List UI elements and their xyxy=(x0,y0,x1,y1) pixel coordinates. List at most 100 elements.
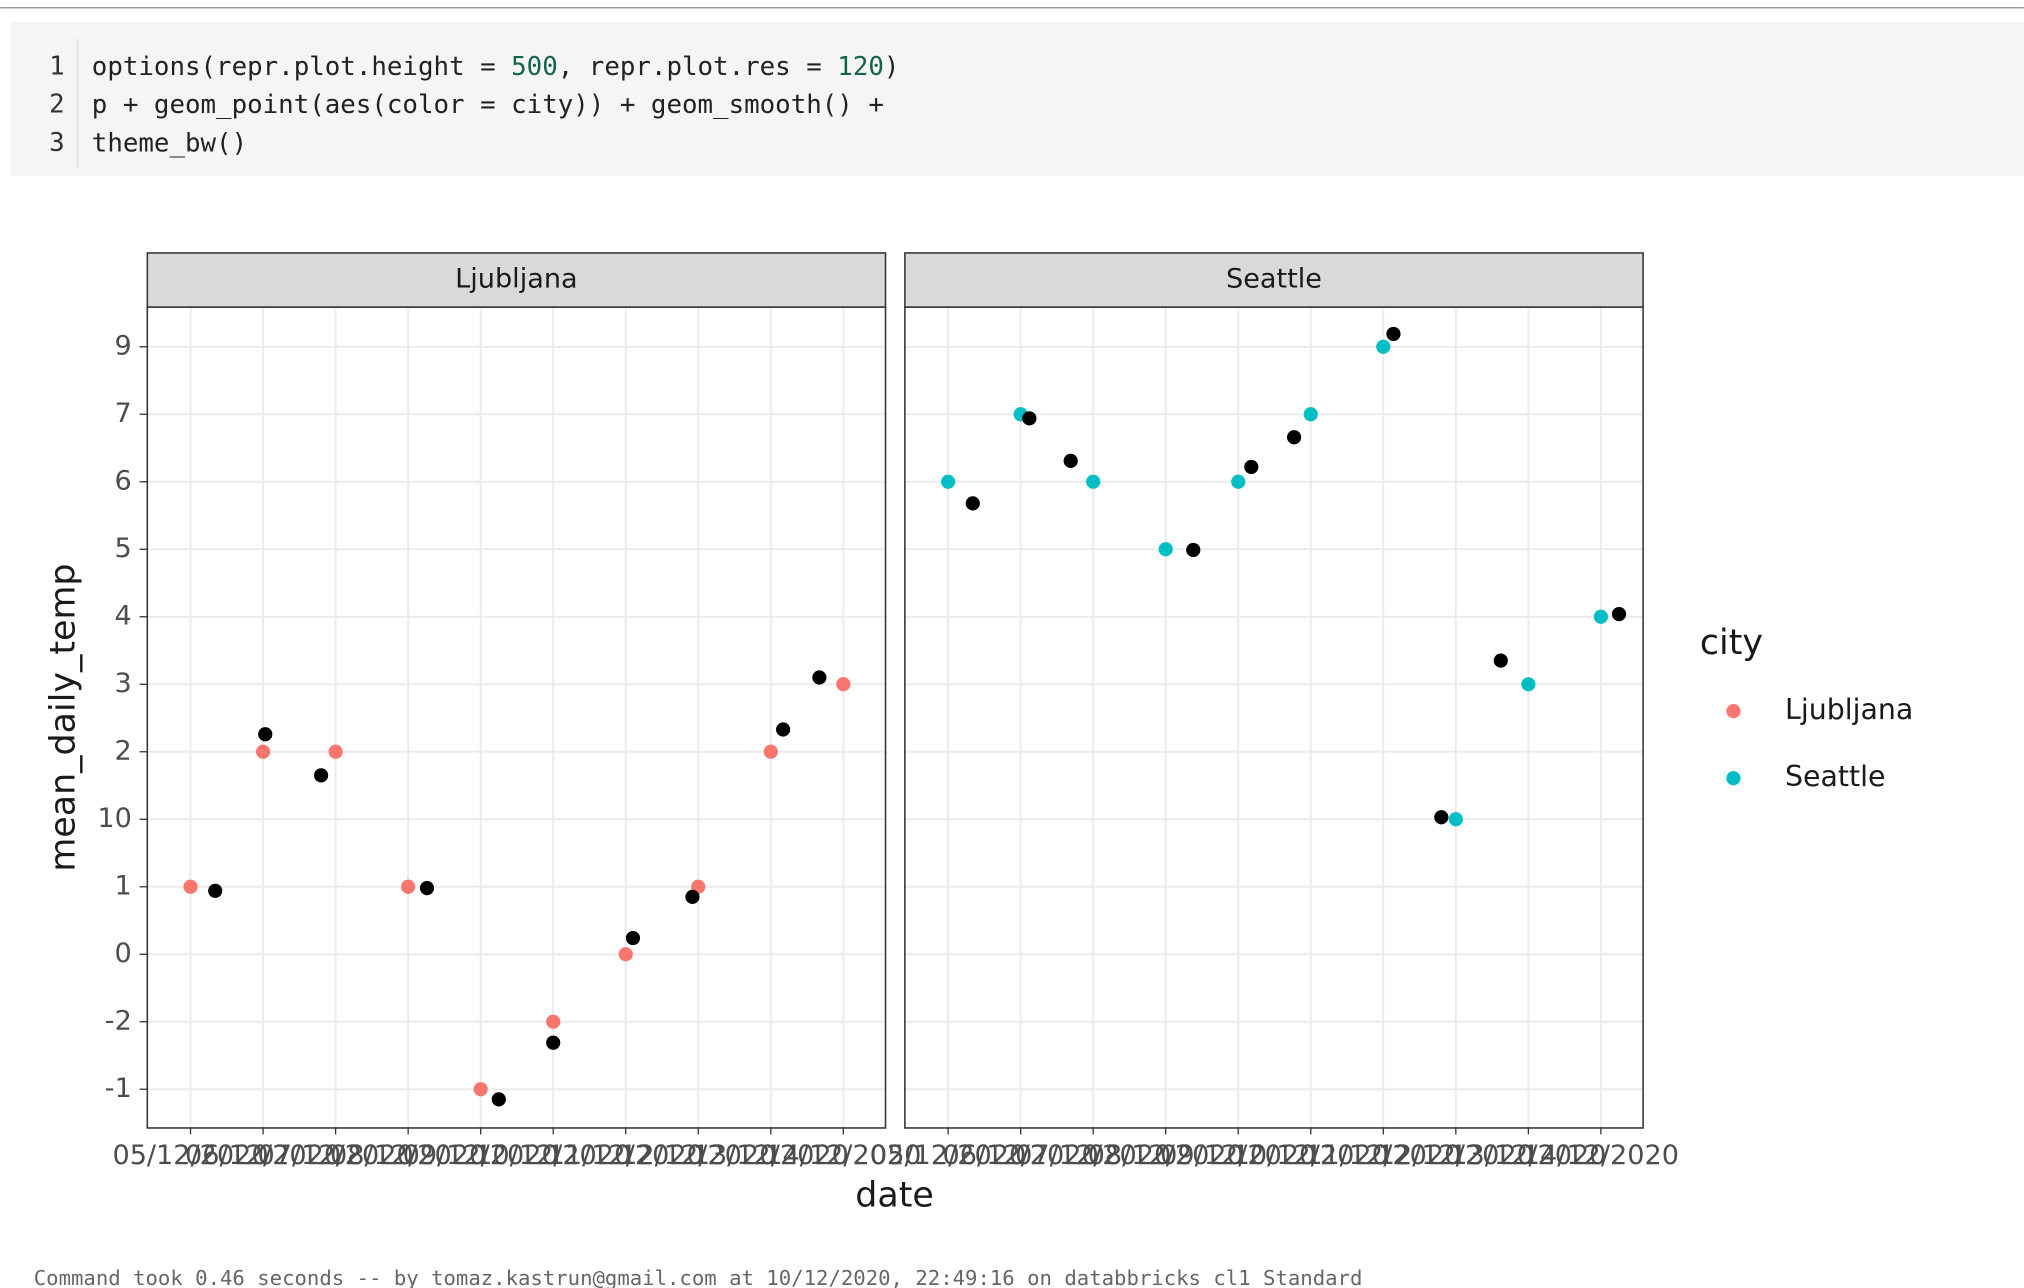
point xyxy=(1593,609,1608,624)
overlay-point xyxy=(685,889,700,904)
legend-swatch xyxy=(1726,771,1741,786)
code-token: p + geom_point(aes(color = city)) + geom… xyxy=(92,90,884,120)
code-token: ) xyxy=(884,52,900,82)
overlay-point xyxy=(1493,653,1508,668)
point xyxy=(401,879,416,894)
code-line: theme_bw() xyxy=(92,128,247,158)
code-line: p + geom_point(aes(color = city)) + geom… xyxy=(92,90,884,120)
overlay-point xyxy=(1386,326,1401,342)
overlay-point xyxy=(258,727,273,742)
point xyxy=(473,1082,488,1097)
x-tick-label: 08/12/2020 xyxy=(1088,1140,1244,1171)
overlay-point xyxy=(812,670,827,685)
panel-border xyxy=(146,306,887,1129)
panel xyxy=(147,307,886,1128)
point xyxy=(183,879,198,894)
overlay-point xyxy=(1611,606,1627,622)
panel xyxy=(904,307,1644,1128)
overlay-point xyxy=(965,496,980,511)
point xyxy=(1086,474,1101,489)
point xyxy=(1521,677,1536,692)
x-tick-label: 06/12/2020 xyxy=(185,1140,341,1171)
overlay-point xyxy=(314,768,329,783)
overlay-point xyxy=(1186,542,1201,558)
point xyxy=(836,677,851,692)
y-tick-label: 7 xyxy=(115,398,132,429)
x-tick-label: 10/12/2020 xyxy=(475,1140,631,1171)
code-block: 1 options(repr.plot.height = 500, repr.pl… xyxy=(49,52,899,158)
y-tick-label: 3 xyxy=(115,668,132,699)
x-tick-label: 05/12/2020 xyxy=(112,1140,268,1171)
overlay-point xyxy=(1244,459,1259,475)
y-tick-label: 10 xyxy=(97,803,131,834)
y-tick-label: 6 xyxy=(115,465,132,496)
x-tick-label: 09/12/2020 xyxy=(403,1140,559,1171)
y-tick-label: 4 xyxy=(115,600,132,631)
overlay-point xyxy=(546,1035,561,1050)
overlay-point xyxy=(491,1092,506,1107)
line-number: 1 xyxy=(49,52,65,82)
y-tick-label: -2 xyxy=(105,1005,132,1036)
x-tick-label: 10/12/2020 xyxy=(1233,1140,1389,1171)
y-tick-label: 9 xyxy=(115,330,132,361)
legend-label: Seattle xyxy=(1785,760,1885,793)
y-tick-label: 5 xyxy=(115,533,132,564)
point xyxy=(1303,407,1318,422)
y-tick-label: 0 xyxy=(115,938,132,969)
overlay-point xyxy=(208,883,223,898)
x-axis-title: date xyxy=(855,1175,934,1215)
point xyxy=(763,744,778,759)
x-tick-label: 08/12/2020 xyxy=(330,1140,486,1171)
overlay-point xyxy=(1022,411,1037,426)
y-tick-label: -1 xyxy=(105,1073,132,1104)
code-token: options(repr.plot.height = xyxy=(92,52,511,82)
x-tick-label: 11/12/2020 xyxy=(1305,1140,1461,1171)
y-tick-label: 2 xyxy=(115,735,132,766)
legend-label: Ljubljana xyxy=(1785,693,1913,726)
point xyxy=(618,947,633,962)
x-tick-label: 05/12/2020 xyxy=(870,1140,1026,1171)
line-number: 3 xyxy=(49,128,65,158)
point xyxy=(328,744,343,759)
code-number: 500 xyxy=(511,52,558,82)
x-tick-label: 13/12/2020 xyxy=(1450,1140,1606,1171)
overlay-point xyxy=(1434,810,1449,825)
overlay-point xyxy=(776,722,791,737)
point xyxy=(941,474,956,489)
code-area xyxy=(10,21,2024,176)
code-token: theme_bw() xyxy=(92,128,247,158)
x-tick-label: 09/12/2020 xyxy=(1160,1140,1316,1171)
point xyxy=(546,1014,561,1029)
overlay-point xyxy=(625,930,641,946)
point xyxy=(255,744,271,759)
point xyxy=(1448,812,1463,827)
legend-swatch xyxy=(1726,704,1741,719)
x-tick-label: 12/12/2020 xyxy=(1378,1140,1534,1171)
x-tick-label: 07/12/2020 xyxy=(258,1140,414,1171)
overlay-point xyxy=(419,881,435,896)
code-number: 120 xyxy=(837,52,884,82)
x-tick-label: 12/12/2020 xyxy=(620,1140,776,1171)
facet-strip xyxy=(146,252,887,308)
facet-label: Ljubljana xyxy=(455,264,577,295)
legend-title: city xyxy=(1700,623,1763,663)
point xyxy=(1158,542,1173,557)
x-tick-label: 06/12/2020 xyxy=(943,1140,1099,1171)
chart: Ljubljana05/12/202006/12/202007/12/20200… xyxy=(44,252,1913,1215)
x-tick-label: 11/12/2020 xyxy=(548,1140,704,1171)
x-tick-label: 13/12/2020 xyxy=(693,1140,849,1171)
point xyxy=(1231,474,1246,489)
overlay-point xyxy=(1286,430,1302,445)
facet-label: Seattle xyxy=(1226,264,1322,295)
overlay-point xyxy=(1063,453,1078,468)
y-tick-label: 1 xyxy=(115,870,132,901)
x-tick-label: 07/12/2020 xyxy=(1015,1140,1171,1171)
y-axis-title: mean_daily_temp xyxy=(44,563,84,871)
code-token: , repr.plot.res = xyxy=(558,52,838,82)
point xyxy=(1376,339,1391,354)
code-line: options(repr.plot.height = 500, repr.plo… xyxy=(92,52,900,82)
panel-border xyxy=(904,306,1644,1129)
footer: Command took 0.46 seconds -- by tomaz.ka… xyxy=(34,1266,1363,1288)
x-tick-label: 14/12/2020 xyxy=(1523,1140,1679,1171)
